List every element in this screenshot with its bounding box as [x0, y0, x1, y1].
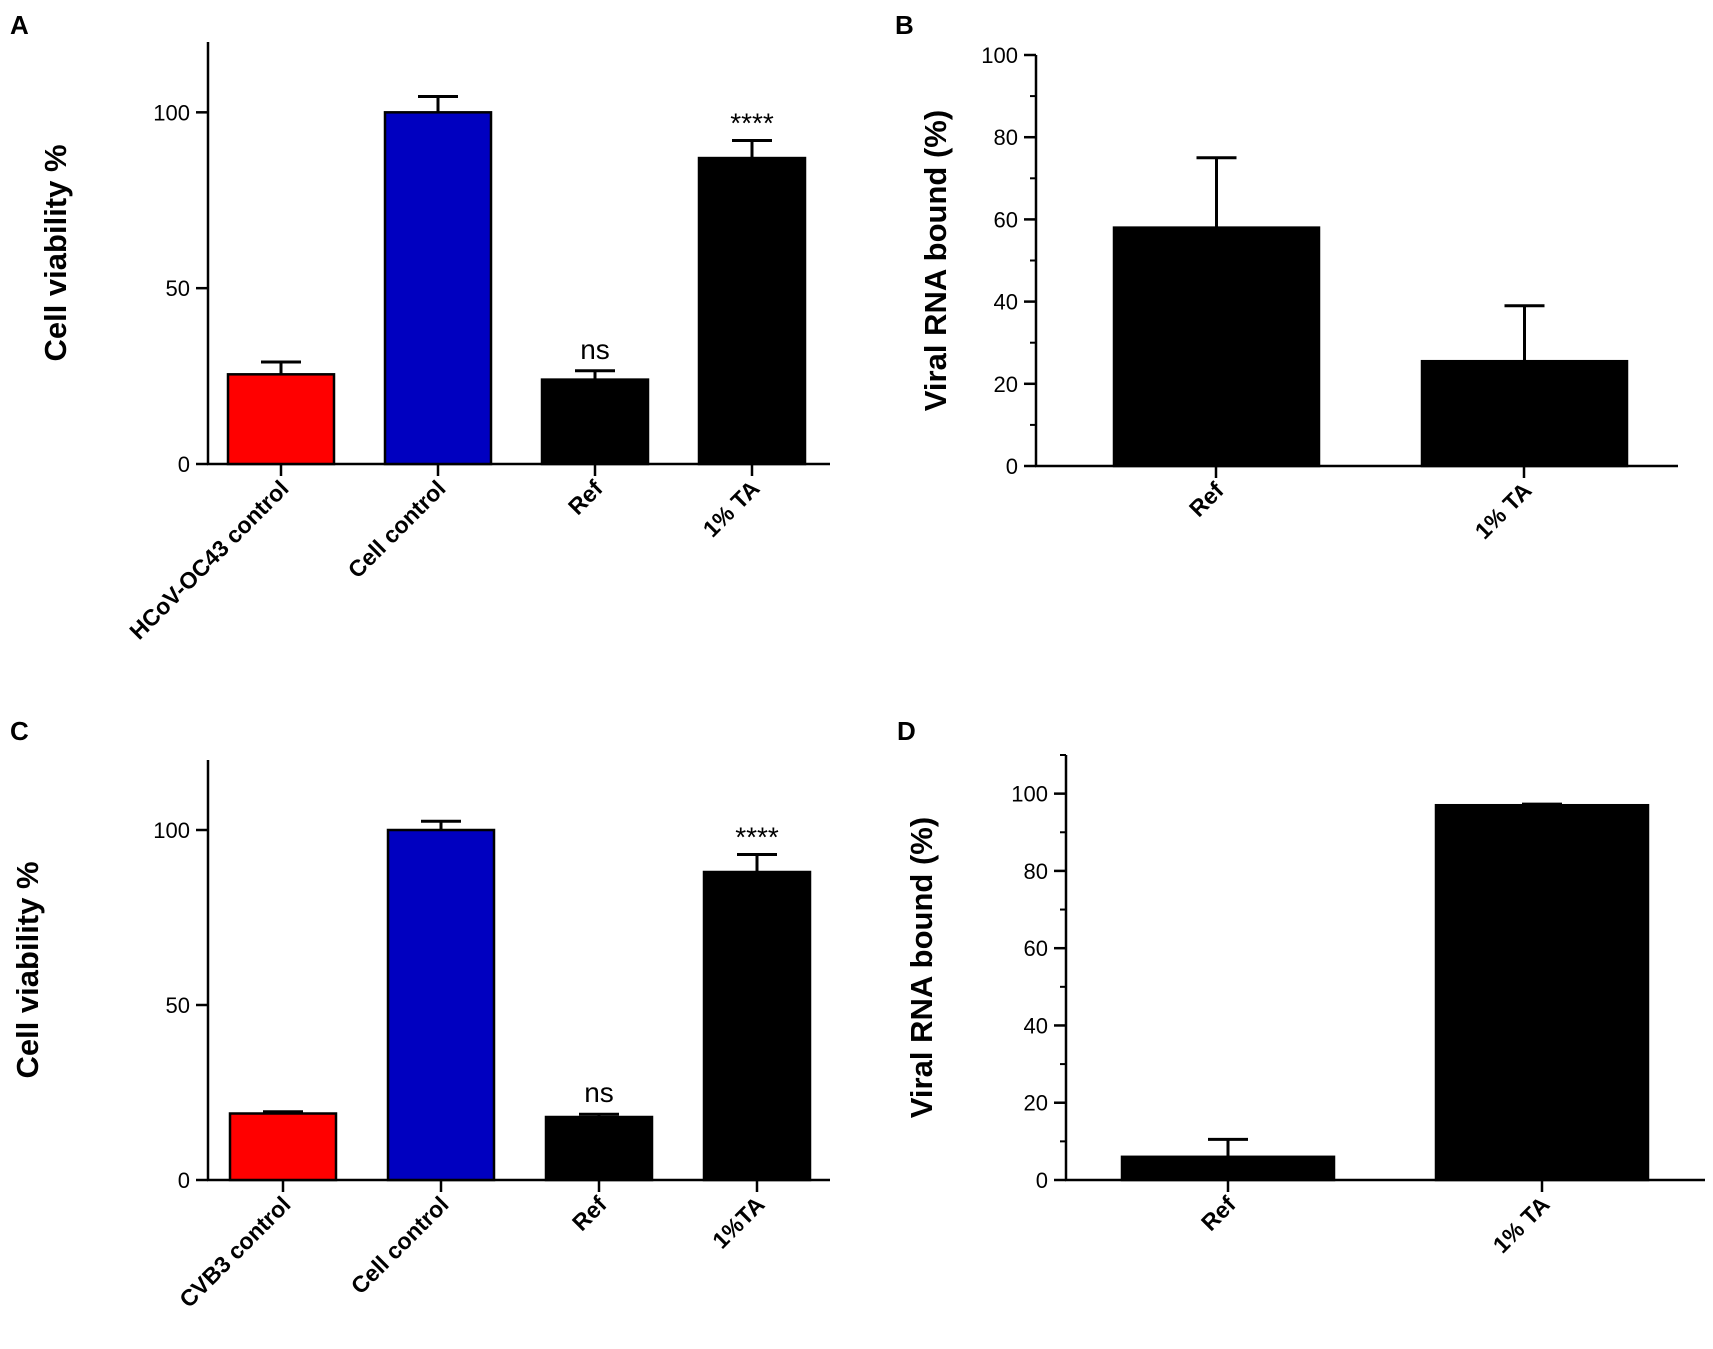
- y-tick-label: 100: [1011, 782, 1048, 807]
- bar-cell-control: [386, 828, 496, 1182]
- x-category-label: Cell control: [346, 1191, 454, 1299]
- y-tick-label: 0: [178, 1168, 190, 1193]
- y-tick-label: 60: [994, 207, 1018, 232]
- x-category-label: CVB3 control: [174, 1191, 295, 1312]
- y-tick-label: 80: [994, 125, 1018, 150]
- significance-annotation: ****: [730, 107, 774, 138]
- y-tick-label: 20: [994, 372, 1018, 397]
- x-category-label: Ref: [567, 1191, 612, 1236]
- y-tick-label: 60: [1024, 936, 1048, 961]
- significance-annotation: ns: [584, 1077, 614, 1108]
- x-category-label: Cell control: [343, 475, 451, 583]
- y-tick-label: 20: [1024, 1091, 1048, 1116]
- y-tick-label: 0: [1036, 1168, 1048, 1193]
- x-category-label: 1% TA: [1488, 1191, 1555, 1258]
- bar-hcov-oc43-control: [226, 373, 336, 466]
- y-tick-label: 40: [994, 290, 1018, 315]
- bar-ref: [540, 378, 650, 466]
- bar-ref: [1112, 226, 1321, 468]
- bar-cell-control: [383, 111, 493, 466]
- x-category-label: HCoV-OC43 control: [124, 475, 293, 644]
- panel-d: D 0 20 40 60 80 100 Viral RNA bound (%) Ref 1% TA: [897, 716, 1705, 1258]
- x-category-label: Ref: [1184, 477, 1229, 522]
- bar-1-ta: [702, 870, 812, 1182]
- y-axis-title: Cell viability %: [10, 861, 45, 1078]
- panel-label: B: [895, 10, 914, 40]
- panel-b: B 0 20 40 60 80 100 Viral RNA bound (%) Ref 1% TA: [895, 10, 1678, 544]
- y-tick-label: 100: [153, 818, 190, 843]
- y-axis-title: Viral RNA bound (%): [918, 110, 953, 411]
- panel-a: A 0 50 100 Cell viability % HCoV-OC43 control…: [10, 10, 830, 644]
- y-tick-label: 50: [166, 276, 190, 301]
- x-category-label: 1% TA: [1470, 477, 1537, 544]
- bar-1-ta: [1420, 359, 1629, 468]
- panel-c: C 0 50 100 Cell viability % CVB3 control Cell …: [10, 716, 830, 1313]
- x-category-label: 1% TA: [698, 475, 765, 542]
- y-tick-label: 40: [1024, 1013, 1048, 1038]
- significance-annotation: ns: [580, 334, 610, 365]
- bar-cvb3-control: [228, 1112, 338, 1182]
- y-tick-label: 50: [166, 993, 190, 1018]
- x-category-label: Ref: [1196, 1191, 1241, 1236]
- bar-1-ta: [1434, 803, 1650, 1182]
- y-axis-title: Cell viability %: [38, 144, 73, 361]
- bar-ref: [1120, 1155, 1336, 1182]
- bar-1-ta: [697, 156, 807, 466]
- bar-ref: [544, 1115, 654, 1182]
- y-tick-label: 0: [178, 452, 190, 477]
- y-tick-label: 100: [153, 100, 190, 125]
- y-tick-label: 0: [1006, 454, 1018, 479]
- panel-label: D: [897, 716, 916, 746]
- panel-label: A: [10, 10, 29, 40]
- y-tick-label: 80: [1024, 859, 1048, 884]
- x-category-label: Ref: [563, 475, 608, 520]
- x-category-label: 1%TA: [707, 1191, 769, 1253]
- y-axis-title: Viral RNA bound (%): [904, 817, 939, 1118]
- y-tick-label: 100: [981, 43, 1018, 68]
- significance-annotation: ****: [735, 822, 779, 853]
- panel-label: C: [10, 716, 29, 746]
